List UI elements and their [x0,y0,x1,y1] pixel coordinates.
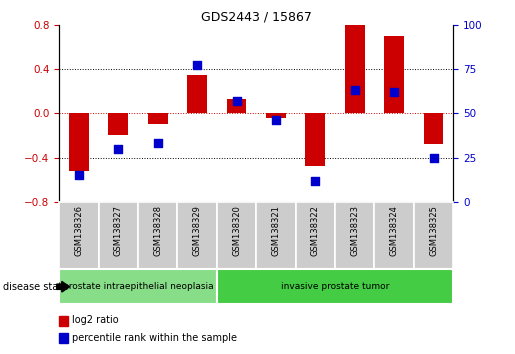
FancyBboxPatch shape [217,269,453,304]
FancyBboxPatch shape [335,202,374,269]
Bar [69,113,89,171]
FancyBboxPatch shape [99,202,138,269]
Bar [384,36,404,113]
Bar [266,113,286,118]
Point [272,118,280,123]
Text: GSM138322: GSM138322 [311,205,320,256]
Text: GSM138321: GSM138321 [271,205,280,256]
Point [311,178,319,183]
FancyBboxPatch shape [296,202,335,269]
Bar [345,25,365,113]
Text: log2 ratio: log2 ratio [72,315,119,325]
Point [153,141,162,146]
Bar [148,113,167,124]
Text: GSM138326: GSM138326 [75,205,83,256]
Point [351,87,359,93]
FancyBboxPatch shape [217,202,256,269]
Point [193,63,201,68]
Point [232,98,241,104]
FancyBboxPatch shape [374,202,414,269]
Text: disease state: disease state [3,282,67,292]
Text: GSM138323: GSM138323 [350,205,359,256]
Bar [227,99,246,113]
FancyBboxPatch shape [256,202,296,269]
Text: GSM138320: GSM138320 [232,205,241,256]
Point [75,172,83,178]
Text: GSM138325: GSM138325 [429,205,438,256]
Text: prostate intraepithelial neoplasia: prostate intraepithelial neoplasia [63,282,213,291]
Bar [305,113,325,166]
Bar [187,75,207,113]
FancyBboxPatch shape [177,202,217,269]
FancyBboxPatch shape [414,202,453,269]
Text: GSM138324: GSM138324 [390,205,399,256]
FancyBboxPatch shape [59,269,217,304]
Point [430,155,438,160]
Text: GSM138329: GSM138329 [193,205,201,256]
FancyBboxPatch shape [59,202,99,269]
FancyBboxPatch shape [138,202,177,269]
Point [390,89,398,95]
Text: percentile rank within the sample: percentile rank within the sample [72,333,237,343]
Text: GSM138327: GSM138327 [114,205,123,256]
Text: invasive prostate tumor: invasive prostate tumor [281,282,389,291]
Point [114,146,123,152]
Text: GSM138328: GSM138328 [153,205,162,256]
Title: GDS2443 / 15867: GDS2443 / 15867 [201,11,312,24]
Bar [424,113,443,144]
Bar [109,113,128,136]
